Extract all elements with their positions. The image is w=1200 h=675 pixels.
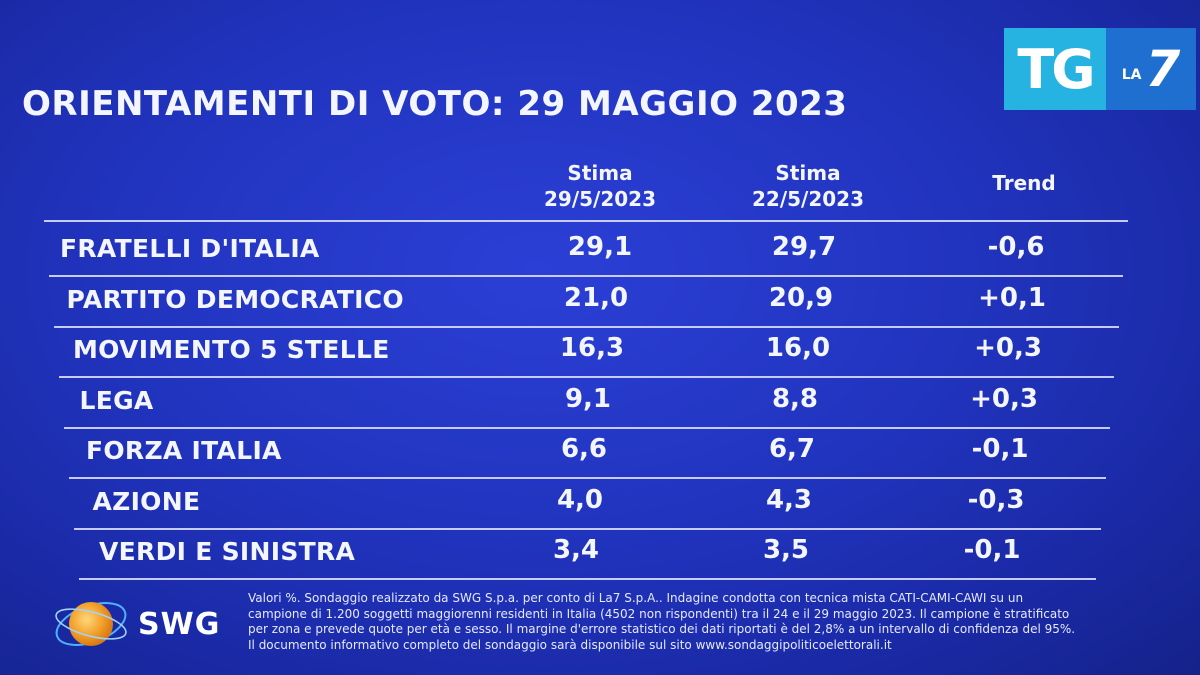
party-label: PARTITO DEMOCRATICO bbox=[66, 284, 404, 314]
row-divider bbox=[68, 477, 1106, 479]
column-header-previous-line2: 22/5/2023 bbox=[751, 187, 865, 211]
cell-previous: 8,8 bbox=[771, 383, 819, 414]
row-divider bbox=[58, 376, 1115, 378]
logo-seven: 7 bbox=[1145, 40, 1181, 98]
row-divider bbox=[48, 275, 1124, 277]
column-header-current-line2: 29/5/2023 bbox=[543, 187, 657, 211]
row-divider bbox=[53, 325, 1119, 328]
party-label: FORZA ITALIA bbox=[86, 436, 282, 465]
column-header-current-line1: Stima bbox=[567, 161, 633, 185]
cell-trend: -0,1 bbox=[971, 434, 1029, 464]
cell-current: 29,1 bbox=[567, 232, 633, 262]
tg-la7-logo: TG LA 7 bbox=[1004, 28, 1196, 110]
cell-current: 9,1 bbox=[564, 383, 612, 414]
cell-current: 16,3 bbox=[559, 333, 625, 363]
swg-brand: SWG bbox=[138, 606, 221, 642]
cell-trend: +0,3 bbox=[970, 383, 1038, 414]
cell-previous: 16,0 bbox=[765, 333, 831, 363]
column-header-trend: Trend bbox=[944, 170, 1104, 196]
column-header-previous-line1: Stima bbox=[775, 161, 841, 185]
cell-trend: -0,3 bbox=[967, 484, 1025, 515]
table-header-rule bbox=[44, 220, 1128, 222]
cell-current: 4,0 bbox=[556, 484, 604, 515]
cell-trend: -0,1 bbox=[963, 535, 1021, 565]
cell-trend: +0,1 bbox=[978, 282, 1046, 313]
cell-previous: 20,9 bbox=[768, 282, 834, 313]
party-label: FRATELLI D'ITALIA bbox=[60, 234, 320, 263]
cell-previous: 29,7 bbox=[771, 232, 837, 262]
cell-trend: +0,3 bbox=[974, 333, 1042, 363]
row-divider bbox=[78, 578, 1097, 580]
cell-current: 6,6 bbox=[560, 434, 608, 464]
party-label: VERDI E SINISTRA bbox=[99, 537, 356, 566]
row-divider bbox=[73, 527, 1101, 530]
party-label: LEGA bbox=[79, 385, 154, 415]
logo-la: LA bbox=[1121, 67, 1142, 83]
party-label: MOVIMENTO 5 STELLE bbox=[73, 335, 390, 364]
cell-previous: 6,7 bbox=[768, 434, 816, 464]
party-label: AZIONE bbox=[92, 486, 201, 516]
cell-previous: 4,3 bbox=[765, 484, 813, 515]
swg-logo: SWG bbox=[52, 592, 232, 656]
cell-trend: -0,6 bbox=[987, 232, 1045, 262]
row-divider bbox=[63, 426, 1110, 429]
globe-icon bbox=[55, 602, 127, 646]
column-header-previous: Stima 22/5/2023 bbox=[728, 160, 888, 212]
cell-current: 3,4 bbox=[552, 535, 600, 565]
page-title: ORIENTAMENTI DI VOTO: 29 MAGGIO 2023 bbox=[22, 84, 848, 124]
methodology-note: Valori %. Sondaggio realizzato da SWG S.… bbox=[248, 591, 1076, 652]
cell-current: 21,0 bbox=[563, 282, 629, 313]
logo-tg: TG bbox=[1004, 28, 1106, 110]
cell-previous: 3,5 bbox=[762, 535, 810, 565]
logo-la7: LA 7 bbox=[1106, 28, 1196, 110]
column-header-current: Stima 29/5/2023 bbox=[520, 160, 680, 212]
column-header-trend-line1: Trend bbox=[992, 171, 1056, 195]
